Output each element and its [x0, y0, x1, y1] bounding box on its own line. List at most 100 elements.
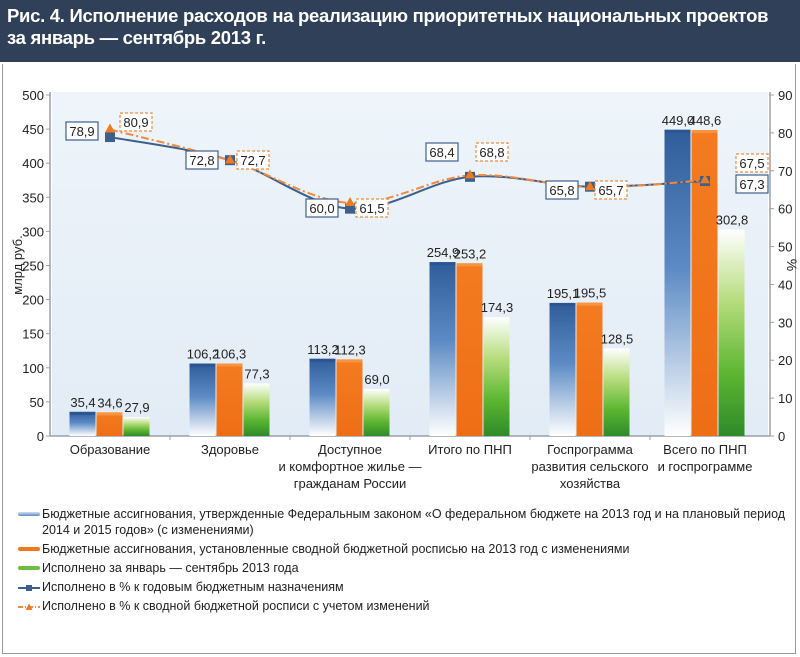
percent-label-annual: 60,0 — [309, 201, 334, 216]
y2-axis-label: % — [784, 259, 800, 271]
bar-value-label: 128,5 — [601, 331, 634, 346]
percent-label-consolidated: 67,5 — [739, 156, 764, 171]
bar-approved-cap — [429, 262, 456, 266]
percent-label-consolidated-box — [475, 142, 509, 162]
bar-value-label: 449,0 — [662, 113, 695, 128]
bar-approved-cap — [549, 302, 576, 306]
category-label: и комфортное жилье — — [278, 459, 421, 474]
y-axis-label: млрд руб. — [10, 235, 25, 294]
bar-approved-cap — [189, 363, 216, 367]
y-tick-label: 450 — [22, 122, 44, 137]
y-tick-label: 50 — [30, 395, 44, 410]
bar-executed — [123, 416, 150, 436]
category-label: Здоровье — [201, 442, 259, 457]
legend-item-consolidated-budget: Бюджетные ассигнования, установленные св… — [18, 541, 788, 557]
bar-value-label: 69,0 — [364, 372, 389, 387]
percent-label-consolidated: 68,8 — [479, 145, 504, 160]
bar-executed — [363, 388, 390, 436]
legend-label: Бюджетные ассигнования, установленные св… — [42, 542, 630, 556]
category-label: Доступное — [318, 442, 382, 457]
y2-tick-label: 20 — [778, 353, 792, 368]
bar-approved — [69, 411, 96, 436]
line-marker-triangle — [585, 181, 595, 191]
category-label: Госпрограмма — [547, 442, 633, 457]
bar-executed — [243, 383, 270, 436]
legend-swatch-green — [18, 566, 40, 570]
percent-label-annual-box — [185, 150, 219, 170]
category-label: развития сельского — [531, 459, 648, 474]
bar-approved — [309, 358, 336, 436]
legend-label-cont: 2014 и 2015 годов» (с изменениями) — [42, 523, 254, 537]
bar-value-label: 448,6 — [689, 113, 722, 128]
y2-tick-label: 50 — [778, 240, 792, 255]
bar-executed — [603, 348, 630, 436]
legend-label: Исполнено за январь — сентябрь 2013 года — [42, 561, 299, 575]
percent-label-consolidated-box — [735, 153, 769, 173]
figure-header: Рис. 4. Исполнение расходов на реализаци… — [0, 0, 800, 62]
bar-executed — [483, 317, 510, 436]
bar-value-label: 302,8 — [716, 212, 749, 227]
percent-label-consolidated-box — [594, 180, 628, 200]
percent-label-consolidated: 65,7 — [598, 183, 623, 198]
bar-consolidated — [96, 412, 123, 436]
line-marker-square — [345, 203, 355, 214]
bar-value-label: 195,1 — [547, 286, 580, 301]
bar-consolidated-cap — [456, 263, 483, 267]
figure-title-line-2: за январь — сентябрь 2013 г. — [7, 27, 266, 48]
left-axis: 0 50 100 150 200 250 300 350 400 450 500 — [22, 88, 770, 444]
percent-label-consolidated-box — [236, 150, 270, 170]
y2-tick-label: 70 — [778, 164, 792, 179]
bar-consolidated — [336, 359, 363, 436]
bar-value-label: 112,3 — [334, 342, 366, 357]
bar-consolidated — [576, 302, 603, 436]
y-tick-label: 500 — [22, 88, 44, 103]
bar-value-label: 174,3 — [481, 300, 514, 315]
bar-approved — [429, 262, 456, 436]
bar-consolidated — [456, 263, 483, 436]
legend-label: Исполнено в % к сводной бюджетной роспис… — [42, 599, 430, 613]
y-tick-label: 0 — [37, 429, 44, 444]
bar-consolidated-cap — [576, 302, 603, 306]
bar-approved — [549, 302, 576, 436]
bar-consolidated-cap — [336, 359, 363, 363]
percent-label-consolidated-box — [119, 112, 153, 132]
bar-approved — [664, 129, 691, 437]
chart: 0 50 100 150 200 250 300 350 400 450 500 0 10 20 30 40… — [10, 88, 800, 491]
percent-label-annual-box — [305, 198, 339, 218]
percent-label-annual-box — [425, 142, 459, 162]
y2-tick-label: 40 — [778, 277, 792, 292]
percent-label-annual: 78,9 — [69, 124, 94, 139]
percent-label-annual-box — [735, 174, 769, 194]
category-label: Всего по ПНП — [663, 442, 747, 457]
bar-approved-cap — [309, 358, 336, 362]
bar-consolidated-cap — [691, 130, 718, 134]
y-tick-label: 100 — [22, 361, 44, 376]
percent-label-annual: 72,8 — [189, 153, 214, 168]
line-marker-triangle — [345, 196, 355, 206]
figure-title-line-1: Рис. 4. Исполнение расходов на реализаци… — [7, 5, 769, 26]
bar-value-label: 254,9 — [427, 245, 460, 260]
plot-background — [52, 92, 768, 436]
chart-frame — [2, 64, 796, 654]
bar-value-label: 27,9 — [124, 400, 149, 415]
percent-label-annual-box — [65, 121, 99, 141]
legend-line-blue-square-icon — [18, 585, 40, 591]
line-marker-triangle — [105, 123, 115, 133]
percent-label-annual-box — [545, 180, 579, 200]
line-marker-triangle — [225, 154, 235, 164]
line-marker-triangle — [465, 169, 475, 179]
bar-approved — [189, 363, 216, 436]
category-label: хозяйства — [560, 476, 621, 491]
bar-consolidated-cap — [216, 363, 243, 367]
percent-label-consolidated-box — [355, 198, 389, 218]
percent-label-consolidated: 80,9 — [123, 115, 148, 130]
category-label: Итого по ПНП — [428, 442, 512, 457]
percent-label-annual: 68,4 — [429, 145, 454, 160]
y2-tick-label: 10 — [778, 391, 792, 406]
percent-label-annual: 65,8 — [549, 183, 574, 198]
percent-label-consolidated: 72,7 — [240, 153, 265, 168]
y2-tick-label: 90 — [778, 88, 792, 103]
bar-approved-cap — [69, 411, 96, 415]
legend-item-percent-consolidated: Исполнено в % к сводной бюджетной роспис… — [18, 598, 788, 614]
legend-item-executed: Исполнено за январь — сентябрь 2013 года — [18, 560, 788, 576]
